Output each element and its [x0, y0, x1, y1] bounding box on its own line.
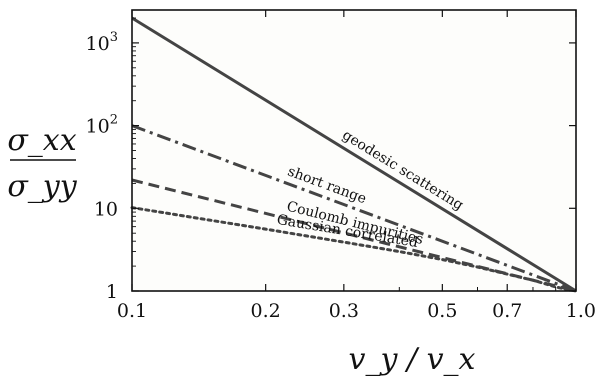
x-tick-label-1: 0.2 — [251, 300, 281, 322]
y-tick-label-2: 102 — [86, 113, 118, 138]
y-tick-label-0: 1 — [106, 281, 118, 303]
y-tick-label-3: 103 — [86, 30, 118, 55]
x-axis-title: v_y / v_x — [349, 342, 476, 377]
series-line-coulomb-impurities — [131, 178, 577, 293]
y-axis-title: σ_xx σ_yy — [7, 123, 77, 204]
series-line-geodesic-scattering — [131, 16, 577, 293]
y-tick-label-1: 10 — [94, 198, 118, 220]
x-tick-label-2: 0.3 — [329, 300, 359, 322]
x-tick-label-0: 0.1 — [117, 300, 147, 322]
y-axis-title-numerator: σ_xx — [7, 123, 76, 158]
plot-frame — [131, 9, 577, 292]
x-tick-label-4: 0.7 — [492, 300, 522, 322]
y-axis-title-denominator: σ_yy — [7, 169, 77, 204]
series-layer — [130, 16, 578, 293]
x-tick-label-5: 1.0 — [566, 300, 596, 322]
series-line-short-range — [131, 124, 577, 293]
series-line-gaussian-correlated — [130, 206, 578, 293]
x-tick-label-3: 0.5 — [427, 300, 457, 322]
